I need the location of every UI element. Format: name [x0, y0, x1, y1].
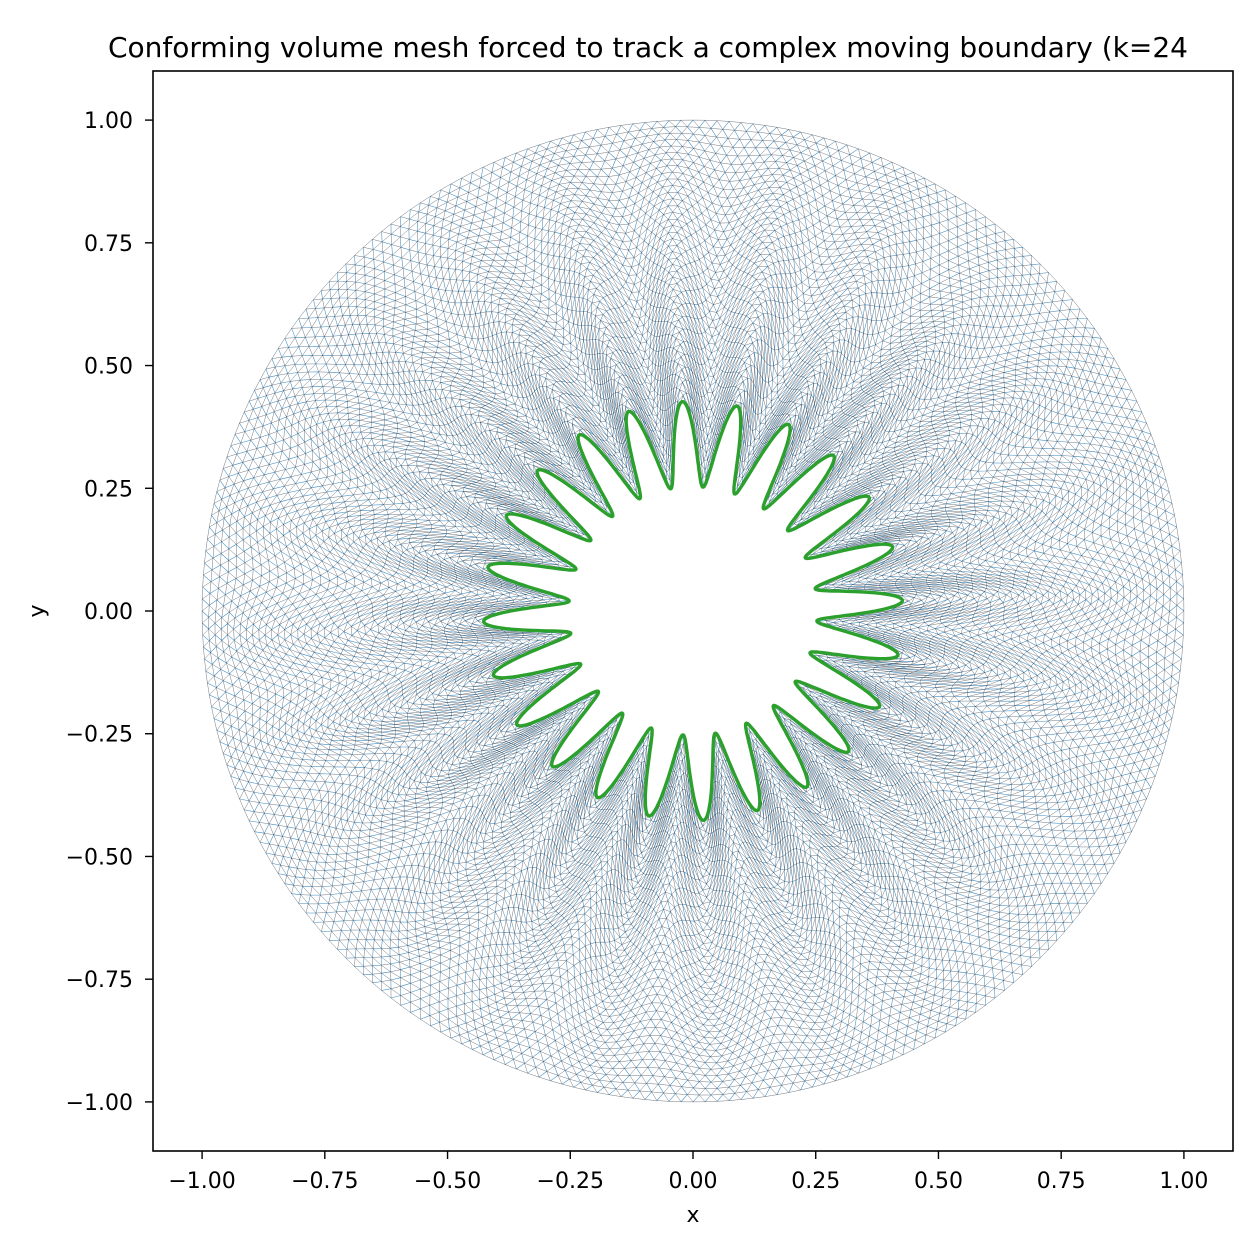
x-tick-label: 0.75	[1037, 1169, 1086, 1194]
y-tick-label: 0.00	[84, 600, 133, 625]
y-tick-label: 0.25	[84, 477, 133, 502]
y-axis-ticks: −1.00 −0.75 −0.50 −0.25 0.00 0.25 0.50 0.75 1.00	[66, 109, 153, 1116]
y-axis-label: y	[25, 604, 50, 617]
x-axis-ticks: −1.00 −0.75 −0.50 −0.25 0.00 0.25 0.50 0.75 1.00	[168, 1151, 1208, 1194]
x-tick-label: 0.50	[914, 1169, 963, 1194]
inner-void	[483, 401, 903, 821]
x-tick-label: −1.00	[168, 1169, 235, 1194]
x-tick-label: 0.00	[669, 1169, 718, 1194]
y-tick-label: 1.00	[84, 109, 133, 134]
x-tick-label: −0.50	[414, 1169, 481, 1194]
y-tick-label: −0.75	[66, 968, 133, 993]
x-axis-label: x	[686, 1203, 699, 1228]
x-tick-label: −0.25	[537, 1169, 604, 1194]
y-tick-label: −0.25	[66, 723, 133, 748]
y-tick-label: 0.75	[84, 232, 133, 257]
y-tick-label: −1.00	[66, 1091, 133, 1116]
y-tick-label: −0.50	[66, 845, 133, 870]
boundary-curve	[482, 400, 904, 822]
moving-boundary	[482, 400, 904, 822]
x-tick-label: 0.25	[791, 1169, 840, 1194]
chart-title: Conforming volume mesh forced to track a…	[108, 31, 1188, 64]
y-tick-label: 0.50	[84, 355, 133, 380]
x-tick-label: 1.00	[1159, 1169, 1208, 1194]
x-tick-label: −0.75	[291, 1169, 358, 1194]
